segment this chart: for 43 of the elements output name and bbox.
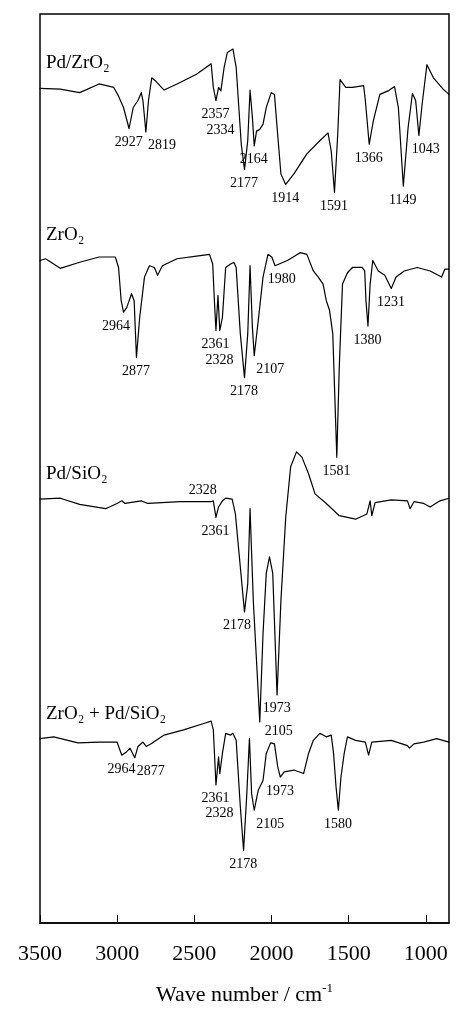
x-tick-label: 2000 — [249, 939, 294, 965]
annotation: 1149 — [388, 191, 417, 207]
annotation: 2361 — [201, 335, 230, 351]
annotation: 2328 — [205, 805, 234, 821]
annotation: 2877 — [122, 363, 151, 378]
annotation: 1231 — [376, 293, 405, 309]
series-label: Pd/SiO₂ — [46, 462, 108, 484]
annotation: 2964 — [101, 317, 130, 333]
annotation: 2877 — [136, 763, 165, 779]
annotation: 2177 — [230, 175, 259, 191]
annotation: 2361 — [201, 790, 230, 806]
series-label: ZrO₂ — [46, 223, 85, 245]
annotation: 1973 — [262, 700, 291, 716]
annotation: 2328 — [188, 482, 217, 498]
annotation: 2927 — [114, 134, 143, 149]
annotation: 1591 — [320, 197, 349, 213]
annotation: 2178 — [229, 855, 258, 871]
x-tick-label: 3000 — [95, 939, 140, 965]
annotation: 2357 — [201, 106, 230, 122]
annotation: 1973 — [265, 782, 294, 798]
annotation: 2334 — [206, 122, 235, 138]
x-tick-label: 1500 — [326, 939, 371, 965]
annotation: 1580 — [323, 815, 352, 831]
annotation: 1980 — [267, 271, 296, 287]
annotation: 1914 — [271, 189, 300, 205]
annotation: 2819 — [147, 137, 176, 153]
series-label: ZrO₂ + Pd/SiO₂ — [46, 701, 167, 723]
x-tick-label: 3500 — [18, 939, 62, 965]
annotation: 2107 — [256, 361, 285, 377]
annotation: 1366 — [354, 149, 383, 165]
x-tick-label: 1000 — [403, 939, 448, 965]
annotation: 2105 — [256, 815, 285, 831]
annotation: 2105 — [264, 723, 293, 739]
annotation: 2178 — [222, 617, 251, 633]
annotation: 1380 — [353, 331, 382, 347]
annotation: 2964 — [107, 760, 136, 776]
annotation: 1581 — [322, 462, 351, 478]
annotation: 1043 — [411, 140, 440, 156]
annotation: 2178 — [230, 383, 259, 399]
x-tick-label: 2500 — [172, 939, 217, 965]
series-label: Pd/ZrO₂ — [46, 51, 110, 73]
annotation: 2328 — [205, 351, 234, 367]
annotation: 2361 — [201, 522, 230, 538]
